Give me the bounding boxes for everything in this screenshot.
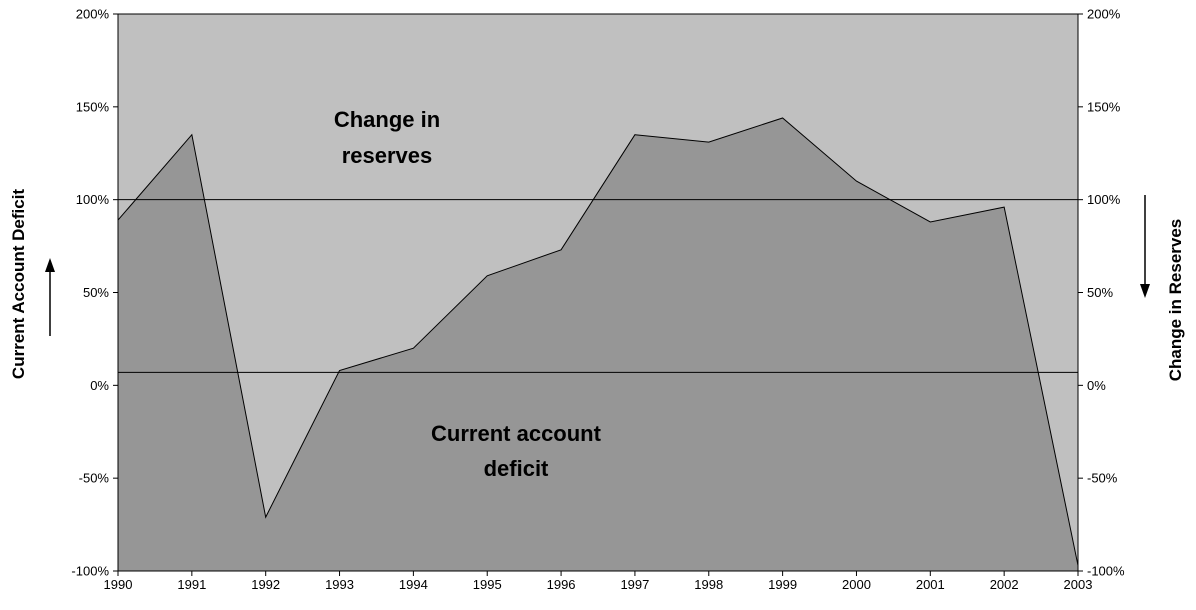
x-tick-label: 1992 xyxy=(251,577,280,592)
x-tick-label: 2000 xyxy=(842,577,871,592)
axes: 200% 150% 100% 50% 0% -50% -100% -100% -50% 0% 50%… xyxy=(71,7,1125,593)
lower-region-label-line-2: deficit xyxy=(484,456,549,481)
x-tick-label: 1997 xyxy=(620,577,649,592)
x-tick-label: 1995 xyxy=(473,577,502,592)
x-tick-label: 1990 xyxy=(104,577,133,592)
y-axis-right-title: Change in Reserves xyxy=(1166,219,1185,382)
y-right-tick-label: 0% xyxy=(1087,378,1106,393)
y-right-tick-label: 50% xyxy=(1087,285,1113,300)
x-tick-label: 1996 xyxy=(547,577,576,592)
x-tick-label: 2001 xyxy=(916,577,945,592)
y-left-tick-label: -50% xyxy=(79,471,110,486)
y-right-tick-label: -50% xyxy=(1087,471,1118,486)
y-left-tick-label: 100% xyxy=(76,192,110,207)
y-left-tick-label: 50% xyxy=(83,285,109,300)
area-series xyxy=(117,117,1079,572)
upper-region-label-line-1: Change in xyxy=(334,107,440,132)
y-left-tick-label: 200% xyxy=(76,7,110,22)
up-arrow-icon xyxy=(45,258,55,336)
x-tick-label: 2003 xyxy=(1064,577,1093,592)
y-left-tick-label: 150% xyxy=(76,99,110,114)
upper-region-label-line-2: reserves xyxy=(342,143,433,168)
x-tick-label: 1993 xyxy=(325,577,354,592)
y-axis-left-title: Current Account Deficit xyxy=(9,189,28,380)
area-fill xyxy=(118,117,1078,572)
x-tick-label: 1991 xyxy=(177,577,206,592)
x-tick-label: 1994 xyxy=(399,577,428,592)
lower-region-label-line-1: Current account xyxy=(431,421,602,446)
x-tick-label: 1998 xyxy=(694,577,723,592)
x-tick-label: 2002 xyxy=(990,577,1019,592)
y-left-tick-label: -100% xyxy=(71,564,109,579)
down-arrow-icon xyxy=(1140,195,1150,298)
x-tick-label: 1999 xyxy=(768,577,797,592)
reference-lines xyxy=(118,199,1078,373)
y-right-tick-label: 150% xyxy=(1087,99,1121,114)
y-right-tick-label: 100% xyxy=(1087,192,1121,207)
series-line xyxy=(117,117,1079,566)
y-right-tick-label: 200% xyxy=(1087,7,1121,22)
y-right-tick-label: -100% xyxy=(1087,564,1125,579)
y-left-tick-label: 0% xyxy=(90,378,109,393)
